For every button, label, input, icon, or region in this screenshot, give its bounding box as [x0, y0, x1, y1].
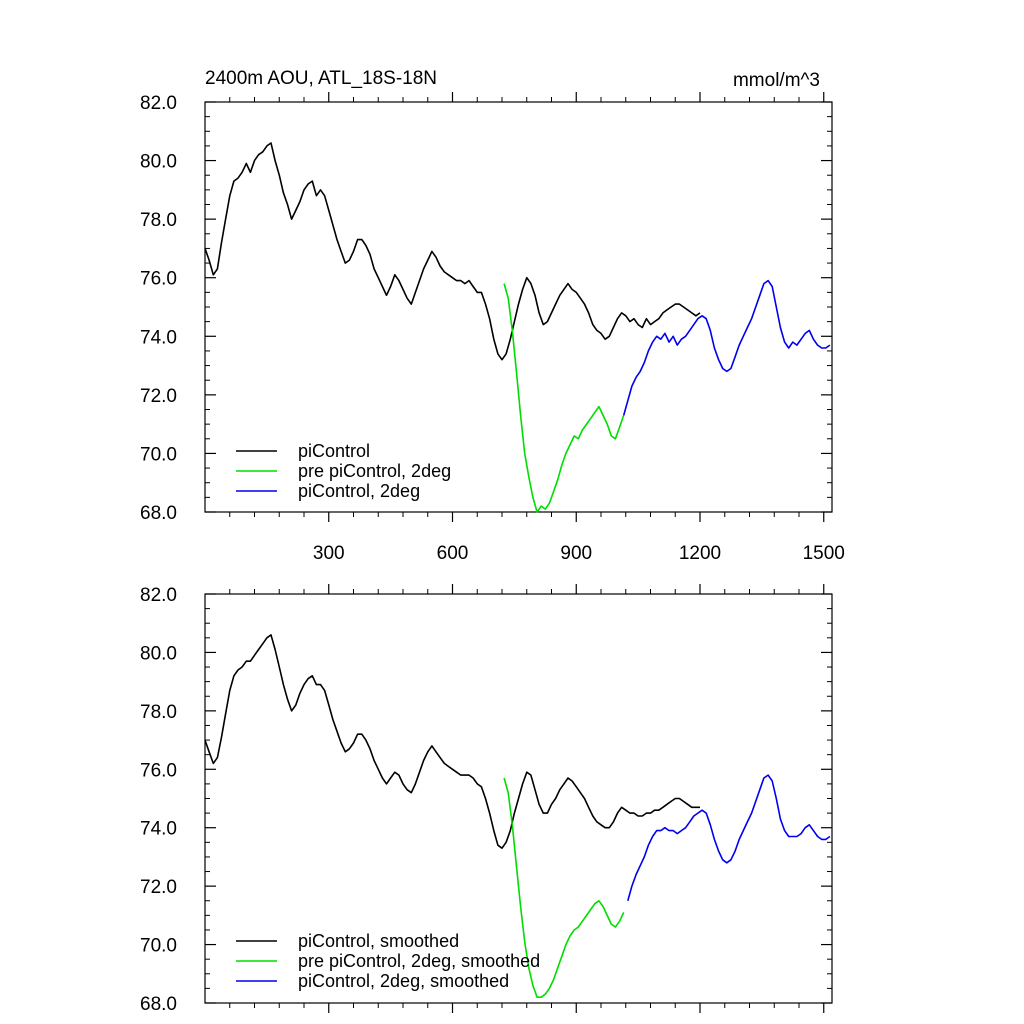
bottom-ytick-label: 72.0: [140, 877, 177, 898]
bottom-ytick-label: 70.0: [140, 936, 177, 957]
top-ytick-label: 72.0: [140, 386, 177, 407]
top-legend-label-3: piControl, 2deg: [298, 481, 420, 501]
top-xtick-label: 1500: [803, 543, 845, 564]
bottom-legend-label-2: pre piControl, 2deg, smoothed: [298, 951, 540, 971]
bottom-series-line-3: [627, 774, 831, 902]
bottom-ytick-label: 78.0: [140, 702, 177, 723]
bottom-legend-label-3: piControl, 2deg, smoothed: [298, 971, 509, 991]
top-xtick-label: 300: [313, 543, 345, 564]
top-panel-axes: 68.0 70.0 72.0 74.0 76.0 78.0 80.0 82.0 300 600 90…: [140, 92, 845, 564]
bottom-series-line-1: [204, 634, 700, 850]
top-ytick-label: 74.0: [140, 327, 177, 348]
bottom-panel-axes: 68.0 70.0 72.0 74.0 76.0 78.0 80.0 82.0: [140, 584, 833, 1015]
top-legend-label-2: pre piControl, 2deg: [298, 461, 451, 481]
top-series-line-2: [503, 283, 625, 513]
top-panel-units: mmol/m^3: [733, 70, 820, 91]
bottom-ytick-label: 68.0: [140, 994, 177, 1015]
bottom-panel: 68.0 70.0 72.0 74.0 76.0 78.0 80.0 82.0 piContr…: [140, 584, 833, 1015]
bottom-ytick-label: 80.0: [140, 643, 177, 664]
top-ytick-label: 76.0: [140, 269, 177, 290]
bottom-series-line-2: [503, 777, 625, 999]
bottom-ytick-label: 76.0: [140, 760, 177, 781]
top-ytick-label: 78.0: [140, 210, 177, 231]
top-xtick-label: 1200: [679, 543, 721, 564]
top-ytick-label: 80.0: [140, 152, 177, 173]
top-xtick-label: 600: [437, 543, 469, 564]
bottom-ytick-label: 74.0: [140, 819, 177, 840]
top-panel-series: [204, 142, 831, 513]
bottom-panel-series: [204, 634, 831, 999]
top-series-line-3: [622, 279, 831, 416]
top-ytick-label: 82.0: [140, 93, 177, 114]
top-ytick-label: 70.0: [140, 444, 177, 465]
top-xtick-label: 900: [560, 543, 592, 564]
bottom-legend-label-1: piControl, smoothed: [298, 931, 459, 951]
top-panel: 2400m AOU, ATL_18S-18N mmol/m^3 68.0 70.0…: [140, 68, 845, 564]
top-ytick-label: 68.0: [140, 503, 177, 524]
top-legend-label-1: piControl: [298, 441, 370, 461]
bottom-ytick-label: 82.0: [140, 585, 177, 606]
top-series-line-1: [204, 142, 701, 361]
top-panel-title: 2400m AOU, ATL_18S-18N: [205, 68, 437, 89]
